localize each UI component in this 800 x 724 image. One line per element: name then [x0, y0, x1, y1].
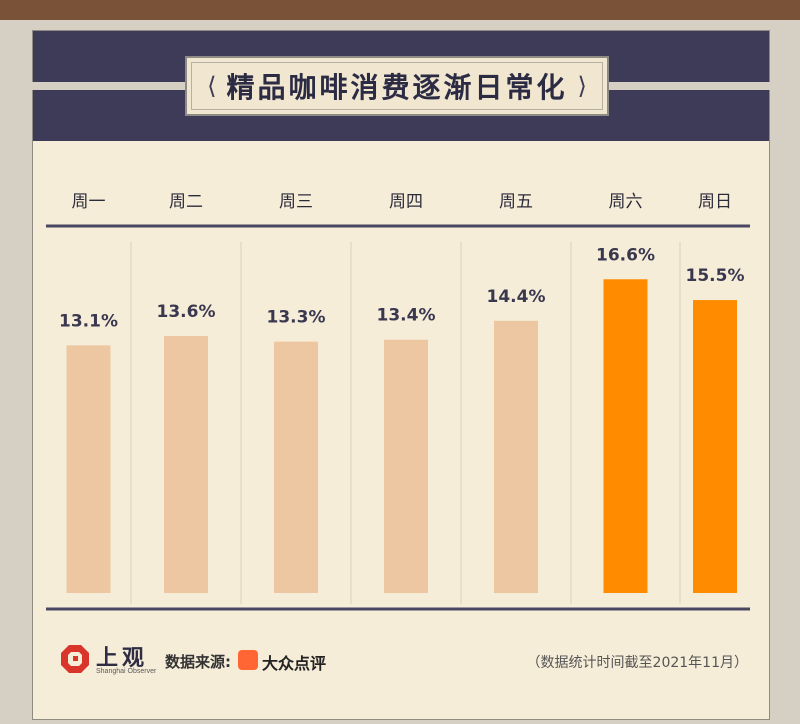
data-note: （数据统计时间截至2021年11月）	[526, 655, 748, 671]
top-strip	[0, 0, 800, 20]
title-box: ⟨ 精品咖啡消费逐渐日常化 ⟩	[185, 56, 609, 116]
title-right-bracket-icon: ⟩	[577, 72, 587, 100]
category-label: 周日	[698, 192, 732, 212]
title-right-rule	[609, 82, 800, 90]
bar	[274, 341, 318, 593]
data-label: 13.3%	[267, 308, 326, 328]
bar	[66, 345, 111, 593]
bar	[494, 320, 538, 593]
logo-subtext: Shanghai Observer	[96, 668, 157, 675]
data-label: 13.6%	[157, 302, 216, 322]
source-row: 上观 Shanghai Observer 数据来源: 大众点评 （数据统计时间截…	[0, 636, 800, 686]
title-left-bracket-icon: ⟨	[207, 72, 217, 100]
shanghai-observer-logo-icon	[61, 645, 89, 673]
category-label: 周四	[389, 192, 423, 212]
title-left-rule	[0, 82, 185, 90]
bar	[384, 339, 428, 593]
category-label: 周五	[499, 192, 533, 212]
data-label: 13.4%	[377, 306, 436, 326]
data-label: 16.6%	[596, 245, 655, 265]
source-label: 数据来源:	[165, 653, 231, 671]
logo-text: 上观	[96, 645, 149, 671]
bar	[164, 335, 208, 593]
data-label: 14.4%	[487, 287, 546, 307]
bar-chart: 周一 13.1% 周二 13.6% 周三 13.3% 周四 13.4% 周五 14.4% 周六 16.…	[46, 192, 750, 611]
data-label: 15.5%	[686, 266, 745, 286]
category-label: 周一	[72, 192, 106, 212]
bar	[603, 279, 648, 593]
chart-title: 精品咖啡消费逐渐日常化	[226, 71, 568, 104]
category-label: 周六	[609, 192, 643, 212]
source-name: 大众点评	[262, 654, 327, 673]
category-label: 周三	[279, 192, 313, 212]
dianping-icon	[238, 650, 258, 670]
category-label: 周二	[169, 192, 203, 212]
bar	[693, 300, 737, 593]
data-label: 13.1%	[59, 311, 118, 331]
